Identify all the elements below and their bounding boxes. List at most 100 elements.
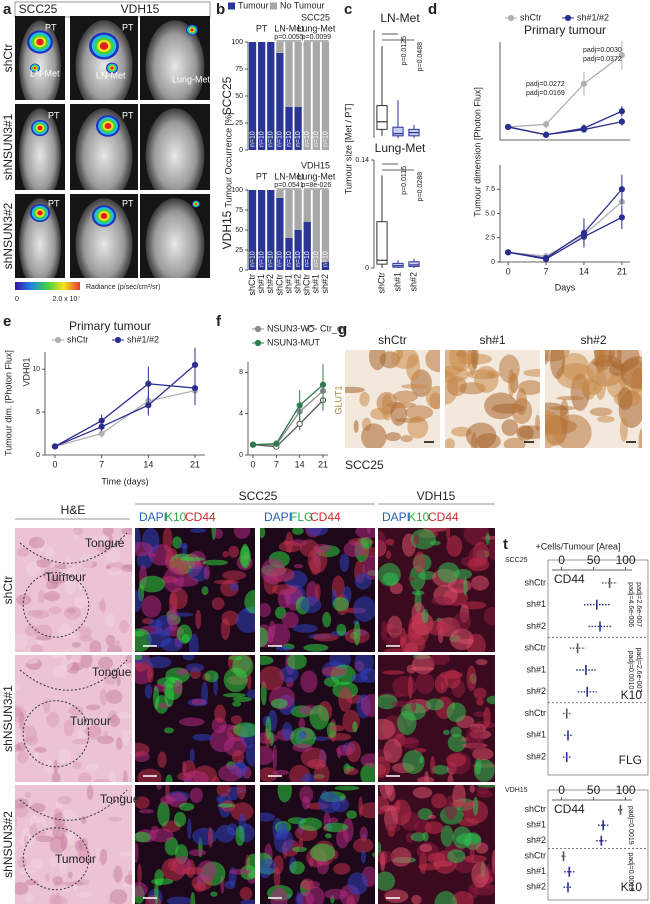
texture — [49, 856, 58, 868]
texture — [17, 856, 27, 868]
bar-label: n=10 — [322, 251, 329, 267]
x-label: Time (days) — [101, 476, 148, 486]
texture — [298, 837, 304, 850]
texture — [347, 872, 368, 895]
point — [296, 402, 303, 409]
texture — [149, 828, 174, 843]
texture — [179, 542, 188, 550]
column-label: sh#2 — [580, 333, 606, 347]
legend-label: No Tumour — [280, 0, 325, 10]
texture — [466, 725, 481, 752]
texture — [99, 688, 108, 706]
texture — [209, 728, 235, 753]
texture — [19, 869, 37, 874]
texture — [451, 891, 474, 904]
group-label: PT — [256, 23, 268, 33]
texture — [176, 624, 192, 644]
texture — [233, 528, 251, 539]
legend-label: Tumour — [238, 0, 269, 10]
texture — [422, 831, 429, 842]
row-label: shNSUN3#2 — [1, 811, 15, 878]
texture — [169, 588, 188, 610]
texture — [98, 600, 106, 611]
x-tick-label: shCtr — [274, 274, 284, 296]
point — [249, 441, 257, 448]
box — [408, 261, 420, 267]
texture — [440, 825, 454, 847]
texture — [173, 680, 183, 695]
annotation: padj=0.0372 — [583, 56, 622, 63]
y-tick-label: 0 — [239, 267, 243, 274]
texture — [446, 753, 467, 767]
bar-segment — [294, 190, 302, 230]
x-tick-label: 0 — [52, 459, 57, 469]
stain-label: CD44 — [185, 510, 216, 524]
texture — [121, 528, 132, 535]
series-line — [252, 384, 324, 446]
column-label: sh#1 — [479, 333, 505, 347]
texture — [116, 711, 132, 720]
group-label: CD44 — [554, 572, 585, 586]
annotation: Tumour — [55, 852, 96, 866]
texture — [64, 830, 76, 839]
stain-label: DAPI — [382, 510, 410, 524]
image — [140, 104, 210, 190]
y-label: VDH01 — [21, 357, 31, 386]
padj: padj=2.6e-007 — [635, 582, 642, 627]
texture — [102, 528, 114, 537]
texture — [119, 851, 132, 857]
row-label: shCtr — [524, 851, 546, 861]
texture — [260, 767, 278, 782]
stain-label: K10 — [165, 510, 187, 524]
texture — [135, 662, 143, 667]
texture — [190, 528, 207, 533]
signal — [36, 38, 44, 46]
bar-label: n=10 — [286, 251, 293, 267]
bar-label: n=10 — [313, 131, 320, 147]
texture — [34, 751, 40, 758]
texture — [260, 812, 276, 822]
image — [260, 785, 375, 904]
texture — [204, 670, 219, 683]
texture — [235, 608, 255, 634]
y-tick-label: 4 — [239, 411, 243, 418]
legend-swatch — [228, 2, 235, 10]
texture — [415, 672, 435, 694]
texture — [385, 538, 395, 546]
group-label: PT — [256, 171, 268, 181]
signal — [194, 202, 198, 206]
stain-label: K10 — [408, 510, 430, 524]
legend-label: shCtr — [520, 12, 542, 22]
texture — [309, 704, 329, 730]
bar-segment — [258, 42, 266, 150]
texture — [108, 897, 113, 904]
point — [618, 51, 625, 59]
texture — [216, 785, 231, 797]
series-line — [507, 110, 623, 136]
texture — [75, 878, 90, 886]
texture — [79, 553, 94, 570]
texture — [385, 823, 401, 833]
texture — [394, 738, 419, 744]
texture — [446, 535, 463, 557]
y-title: Tumour Occurrence [%] — [223, 112, 233, 207]
signal — [100, 212, 108, 220]
texture — [476, 433, 501, 448]
texture — [431, 764, 449, 775]
texture — [329, 724, 346, 732]
bar-label: n=10 — [277, 251, 284, 267]
texture — [44, 591, 61, 602]
texture — [124, 874, 132, 885]
point — [505, 123, 512, 131]
p-value: p=0.0288 — [417, 172, 424, 201]
texture — [447, 733, 467, 752]
group-label: CD44 — [554, 802, 585, 816]
bar-segment — [258, 190, 266, 270]
texture — [332, 597, 349, 612]
texture — [187, 818, 192, 840]
x-tick-label: sh#1 — [311, 274, 321, 294]
texture — [122, 770, 128, 782]
texture — [316, 857, 330, 875]
texture — [122, 564, 132, 569]
texture — [273, 866, 281, 888]
